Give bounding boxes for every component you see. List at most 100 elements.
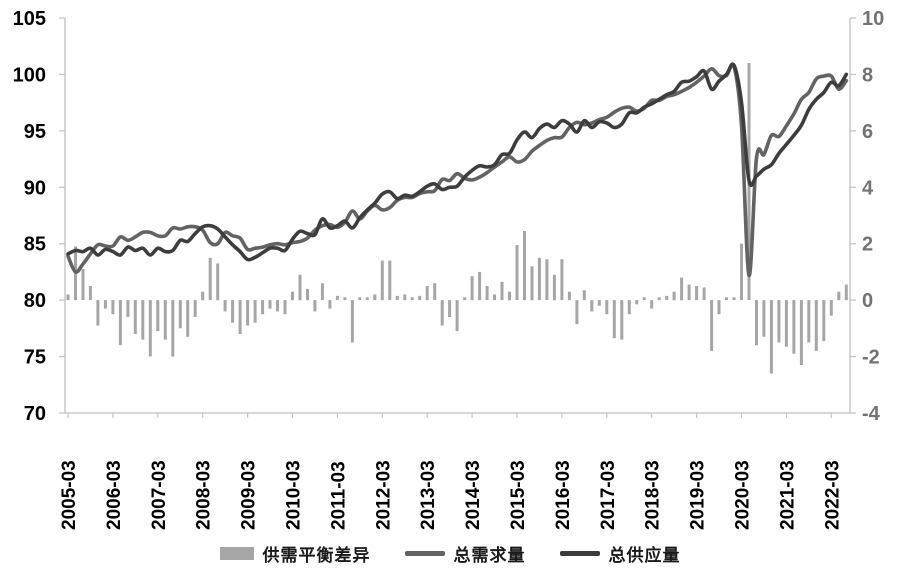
balance-bar — [96, 300, 100, 326]
bar-swatch-icon — [219, 546, 254, 560]
x-axis-label: 2021-03 — [777, 460, 798, 530]
left-axis-label: 70 — [24, 403, 46, 425]
balance-bar — [590, 300, 594, 312]
balance-bar — [433, 283, 437, 301]
balance-bar — [672, 291, 676, 301]
right-axis-label: 8 — [862, 64, 873, 86]
balance-bar — [380, 260, 384, 301]
balance-bar — [485, 286, 489, 301]
balance-bar — [171, 300, 175, 357]
x-axis-label: 2006-03 — [104, 460, 125, 530]
balance-bar — [740, 243, 743, 301]
balance-bar — [388, 260, 392, 301]
balance-bar — [612, 300, 616, 339]
right-axis-label: 0 — [862, 290, 873, 312]
balance-bar — [358, 297, 362, 301]
balance-bar — [829, 300, 833, 316]
balance-bar — [126, 300, 130, 317]
balance-bar — [597, 300, 601, 306]
left-axis-label: 80 — [24, 290, 46, 312]
balance-bar — [725, 297, 728, 301]
legend-item-demand: 总需求量 — [404, 541, 526, 566]
balance-bar — [762, 300, 766, 337]
legend: 供需平衡差异 总需求量 总供应量 — [0, 534, 900, 572]
right-axis-label: -2 — [862, 347, 880, 369]
balance-bar — [268, 300, 272, 309]
balance-bar — [365, 297, 369, 301]
balance-bar — [508, 291, 511, 301]
x-axis-label: 2014-03 — [463, 460, 484, 530]
balance-bar — [822, 300, 826, 341]
balance-bar — [261, 300, 265, 315]
balance-bar — [755, 300, 758, 346]
left-axis-label: 85 — [24, 234, 46, 256]
balance-bar — [238, 300, 242, 334]
balance-bar — [148, 300, 152, 357]
balance-bar — [844, 284, 848, 301]
balance-bar — [717, 300, 721, 315]
balance-bar — [276, 300, 279, 312]
balance-bar — [298, 274, 302, 301]
balance-bar — [493, 294, 496, 301]
legend-item-balance: 供需平衡差异 — [219, 541, 371, 566]
balance-bar — [530, 266, 534, 301]
balance-bar — [560, 259, 564, 301]
balance-bar — [537, 257, 541, 301]
x-axis-label: 2005-03 — [59, 460, 80, 530]
balance-bar — [523, 231, 526, 301]
balance-bar — [306, 288, 309, 301]
balance-bar — [133, 300, 137, 334]
balance-bar — [395, 295, 399, 301]
balance-bar — [784, 300, 788, 347]
balance-bar — [552, 274, 556, 301]
chart-area: 105 100 95 90 85 80 75 70 10 8 6 4 2 0 -2 -4 2005-03 2006… — [13, 8, 885, 530]
balance-bar — [620, 300, 624, 340]
balance-bar — [88, 286, 92, 301]
balance-bar — [463, 297, 467, 301]
balance-bar — [440, 300, 444, 326]
balance-bar — [470, 276, 474, 301]
balance-bar — [141, 300, 145, 340]
x-axis-label: 2013-03 — [418, 460, 439, 530]
balance-bar — [582, 290, 586, 301]
balance-bar — [792, 300, 796, 354]
balance-bar — [118, 300, 122, 346]
x-axis-label: 2010-03 — [284, 460, 305, 530]
balance-bar — [702, 287, 706, 301]
left-axis-label: 95 — [24, 121, 46, 143]
left-axis-label: 100 — [13, 64, 46, 86]
balance-bar — [373, 294, 377, 301]
balance-bar — [687, 284, 691, 301]
balance-bar — [163, 300, 167, 340]
legend-label-demand: 总需求量 — [453, 545, 526, 565]
balance-bar — [328, 300, 332, 309]
balance-bar — [575, 300, 579, 325]
balance-bar — [403, 294, 407, 301]
balance-bar — [680, 277, 684, 301]
x-axis-label: 2012-03 — [373, 460, 394, 530]
balance-bar — [178, 300, 182, 329]
supply-line — [66, 62, 849, 262]
balance-bar — [216, 263, 220, 301]
balance-bar — [291, 291, 294, 301]
balance-bar — [500, 281, 504, 301]
balance-bar — [799, 300, 803, 365]
balance-bar — [193, 300, 197, 317]
legend-label-balance: 供需平衡差异 — [262, 545, 371, 565]
balance-bar — [642, 297, 646, 301]
balance-bar — [335, 295, 339, 301]
balance-bar — [814, 300, 818, 351]
balance-bar — [231, 300, 235, 323]
demand-line-swatch-icon — [404, 550, 445, 556]
balance-bar — [807, 300, 811, 343]
balance-bar — [223, 300, 227, 312]
left-axis-label: 90 — [24, 177, 46, 199]
balance-bar — [515, 245, 519, 301]
supply-line-swatch-icon — [559, 550, 600, 556]
balance-bar — [425, 286, 429, 301]
balance-bar — [567, 291, 571, 301]
legend-label-supply: 总供应量 — [608, 545, 681, 565]
right-axis-label: 2 — [862, 234, 873, 256]
right-axis-label: 10 — [862, 8, 884, 30]
balance-bar — [253, 300, 257, 323]
